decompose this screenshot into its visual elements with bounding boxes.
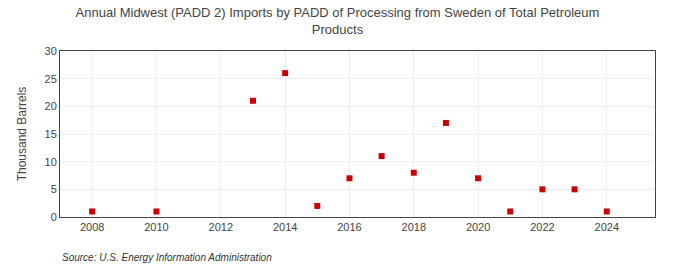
svg-text:30: 30 (45, 45, 57, 57)
svg-text:2012: 2012 (209, 221, 233, 233)
svg-text:25: 25 (45, 73, 57, 85)
svg-text:2016: 2016 (337, 221, 361, 233)
svg-text:2024: 2024 (595, 221, 619, 233)
svg-text:Source: U.S. Energy Informatio: Source: U.S. Energy Information Administ… (62, 252, 272, 263)
svg-text:2020: 2020 (466, 221, 490, 233)
svg-text:Thousand Barrels: Thousand Barrels (15, 87, 29, 182)
svg-text:2008: 2008 (80, 221, 104, 233)
svg-text:10: 10 (45, 156, 57, 168)
svg-text:5: 5 (51, 183, 57, 195)
svg-text:2010: 2010 (144, 221, 168, 233)
svg-text:2014: 2014 (273, 221, 297, 233)
svg-text:15: 15 (45, 128, 57, 140)
svg-text:Annual Midwest (PADD 2) Import: Annual Midwest (PADD 2) Imports by PADD … (76, 5, 600, 37)
svg-text:2022: 2022 (530, 221, 554, 233)
svg-text:2018: 2018 (402, 221, 426, 233)
svg-text:20: 20 (45, 100, 57, 112)
svg-text:0: 0 (51, 211, 57, 223)
